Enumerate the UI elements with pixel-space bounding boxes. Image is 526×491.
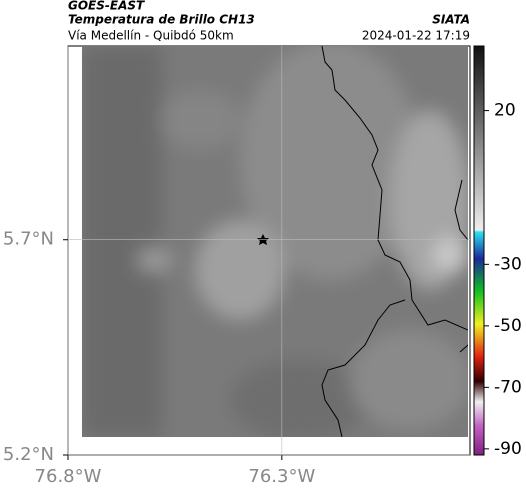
subtitle: Temperatura de Brillo CH13 [68,13,255,27]
colorbar-tick-label: -30 [494,254,522,274]
colorbar-tick-label: -50 [494,316,522,336]
satellite-image [82,46,468,437]
colorbar-tick-label: -90 [494,439,522,459]
colorbar-tick-label: -70 [494,377,522,397]
y-tick-label: 5.2°N [3,444,54,465]
x-tick-label: 76.8°W [35,466,102,487]
colorbar [473,45,485,456]
route: Vía Medellín - Quibdó 50km [68,29,234,43]
y-tick-label: 5.7°N [3,229,54,250]
timestamp: 2024-01-22 17:19 [362,29,470,43]
x-tick-label: 76.3°W [248,466,315,487]
source: SIATA [432,13,470,27]
colorbar-tick-label: 20 [494,101,516,121]
title: GOES-EAST [68,0,145,13]
